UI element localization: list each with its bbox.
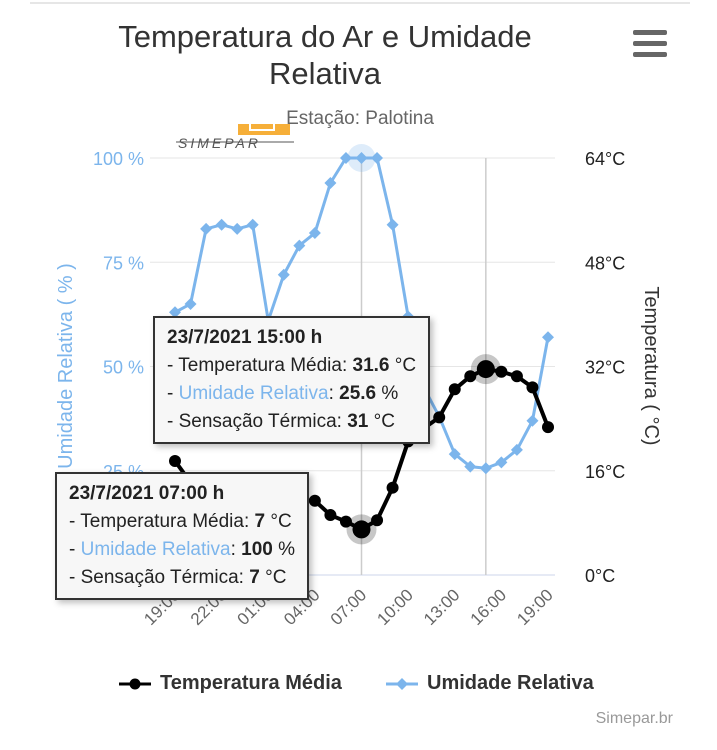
tooltip-sens-line: - Sensação Térmica: 7 °C [69,567,287,588]
humidity-point [277,268,290,281]
temperature-point [308,494,321,507]
temperature-point [526,381,539,394]
temperature-point [542,421,554,434]
tooltip-07h: 23/7/2021 07:00 h - Temperatura Média: 7… [55,472,310,600]
tooltip-temp-line: - Temperatura Média: 31.6 °C [167,355,417,376]
temperature-point [339,515,352,528]
left-tick-label: 75 % [103,253,144,273]
chart-legend: Temperatura Média Umidade Relativa [0,672,717,702]
legend-item-temperature[interactable]: Temperatura Média [118,672,342,695]
left-tick-label: 100 % [93,149,144,169]
humidity-point [355,152,368,164]
humidity-point [308,227,321,240]
humidity-point [479,462,492,475]
left-tick-label: 50 % [103,358,144,378]
right-tick-label: 32°C [585,358,625,378]
humidity-point [526,414,539,427]
x-tick-label: 07:00 [327,585,371,629]
tooltip-hum-line: - Umidade Relativa: 100 % [69,539,296,560]
legend-temperature-marker [119,678,151,689]
chart-subtitle: Estação: Palotina [286,108,434,129]
temperature-point [433,411,446,424]
humidity-point [464,460,477,473]
humidity-point [542,331,554,344]
right-tick-label: 16°C [585,462,625,482]
x-tick-label: 16:00 [467,585,511,629]
tooltip-15h: 23/7/2021 15:00 h - Temperatura Média: 3… [153,316,431,444]
x-tick-label: 10:00 [373,585,417,629]
humidity-point [386,218,399,231]
humidity-point [231,222,244,235]
x-tick-label: 19:00 [513,585,557,629]
credits-link[interactable]: Simepar.br [595,710,673,727]
tooltip-date: 23/7/2021 15:00 h [167,327,323,348]
humidity-point [324,177,337,190]
top-divider [30,2,690,4]
temperature-point [386,481,399,494]
legend-humidity-marker [386,677,418,690]
humidity-point [200,222,213,235]
temperature-point [352,520,371,539]
x-tick-label: 13:00 [420,585,464,629]
left-axis-title: Umidade Relativa ( % ) [55,263,77,469]
temperature-point [495,365,508,378]
humidity-point [215,218,228,231]
humidity-point [448,448,461,461]
humidity-point [169,306,181,319]
tooltip-temp-line: - Temperatura Média: 7 °C [69,511,292,532]
humidity-point [510,443,523,456]
right-tick-label: 48°C [585,253,625,273]
temperature-point [510,370,523,383]
humidity-point [184,297,197,310]
temperature-point [464,370,477,383]
tooltip-sens-line: - Sensação Térmica: 31 °C [167,411,395,432]
right-axis-title: Temperatura ( °C) [640,286,662,445]
simepar-logo: SIMEPAR [176,124,294,151]
temperature-point [371,514,384,527]
temperature-point [169,454,181,467]
legend-item-humidity[interactable]: Umidade Relativa [385,672,594,695]
temperature-point [476,360,495,379]
humidity-point [339,152,352,164]
tooltip-date: 23/7/2021 07:00 h [69,483,225,504]
temperature-point [448,383,461,396]
svg-text:SIMEPAR: SIMEPAR [178,135,261,151]
humidity-point [371,152,384,164]
right-tick-label: 0°C [585,566,615,586]
chart-title: Temperatura do Ar e Umidade Relativa [118,19,532,91]
hamburger-menu-icon[interactable] [633,30,667,58]
humidity-point [246,218,259,231]
legend-humidity-label: Umidade Relativa [427,672,594,694]
humidity-point [293,239,306,252]
legend-temperature-label: Temperatura Média [160,672,342,694]
tooltip-hum-line: - Umidade Relativa: 25.6 % [167,383,399,404]
right-tick-label: 64°C [585,149,625,169]
humidity-point [495,456,508,469]
temperature-point [324,509,337,522]
